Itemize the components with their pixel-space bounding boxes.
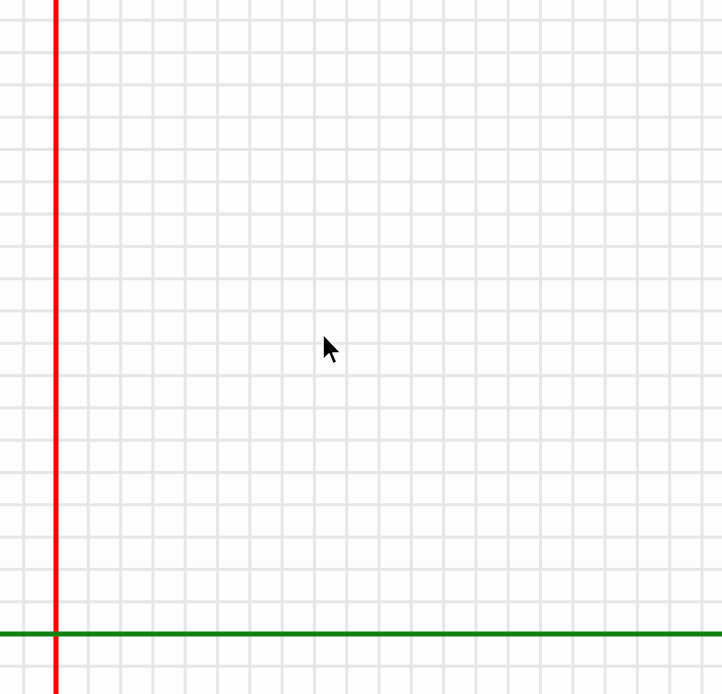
drawing-canvas[interactable] [0, 0, 722, 694]
grid-lines [0, 0, 722, 694]
grid [0, 0, 722, 694]
